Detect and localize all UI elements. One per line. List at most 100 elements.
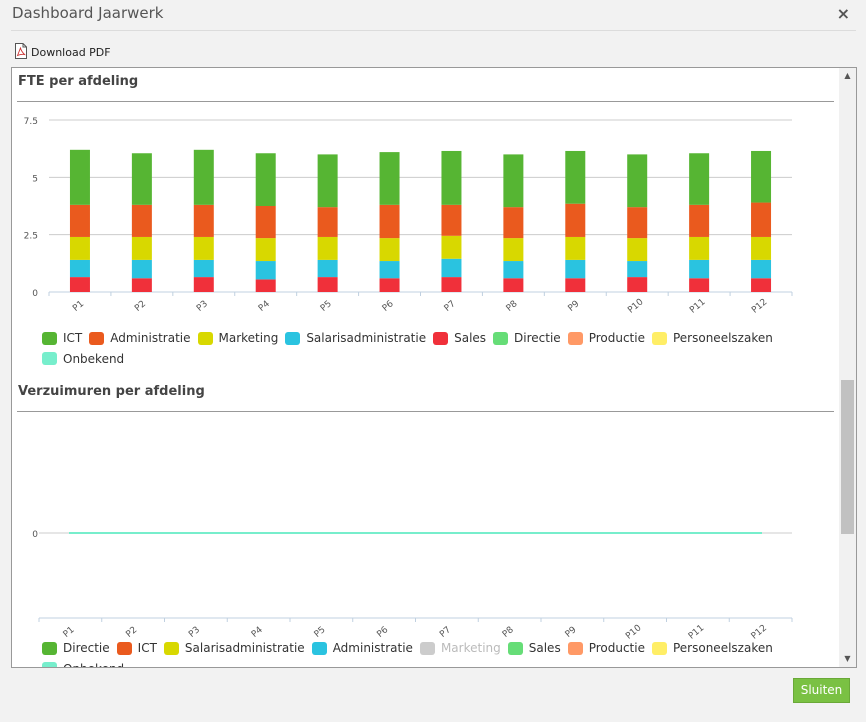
close-icon[interactable]: × [836, 4, 850, 23]
bar-segment-administratie[interactable] [193, 204, 214, 237]
legend-swatch [433, 331, 449, 345]
legend-item-directie[interactable]: Directie [42, 639, 110, 657]
bar-segment-ict[interactable] [193, 149, 214, 205]
bar-segment-ict[interactable] [441, 150, 462, 205]
bar-segment-administratie[interactable] [689, 204, 710, 237]
bar-segment-administratie[interactable] [627, 207, 648, 239]
download-pdf-link[interactable]: Download PDF [14, 43, 111, 62]
bar-segment-ict[interactable] [503, 154, 524, 208]
legend-label: ICT [63, 331, 83, 345]
bar-segment-salarisadministratie[interactable] [317, 259, 338, 278]
legend-item-marketing[interactable]: Marketing [419, 639, 501, 657]
bar-segment-ict[interactable] [317, 154, 338, 208]
legend-item-productie[interactable]: Productie [567, 639, 645, 657]
bar-segment-salarisadministratie[interactable] [193, 259, 214, 278]
bar-segment-marketing[interactable] [379, 238, 400, 262]
bar-segment-marketing[interactable] [627, 238, 648, 262]
bar-segment-sales[interactable] [627, 277, 648, 292]
bar-segment-administratie[interactable] [565, 203, 586, 237]
legend-item-personeelszaken[interactable]: Personeelszaken [651, 329, 773, 347]
scrollbar-thumb[interactable] [841, 380, 854, 534]
bar-segment-ict[interactable] [69, 149, 90, 205]
bar-segment-administratie[interactable] [69, 204, 90, 237]
close-button[interactable]: Sluiten [793, 678, 850, 703]
legend-item-sales[interactable]: Sales [433, 329, 486, 347]
bar-segment-salarisadministratie[interactable] [379, 261, 400, 279]
legend-item-onbekend[interactable]: Onbekend [42, 660, 124, 667]
legend-item-salarisadministratie[interactable]: Salarisadministratie [163, 639, 305, 657]
legend-swatch [163, 641, 179, 655]
bar-segment-ict[interactable] [565, 150, 586, 204]
bar-segment-salarisadministratie[interactable] [565, 259, 586, 279]
x-tick-label: P1 [62, 625, 77, 640]
bar-segment-administratie[interactable] [751, 202, 772, 237]
bar-segment-marketing[interactable] [751, 236, 772, 260]
x-tick-label: P1 [71, 299, 86, 314]
bar-segment-marketing[interactable] [193, 236, 214, 260]
bar-segment-sales[interactable] [751, 278, 772, 292]
bar-segment-sales[interactable] [69, 277, 90, 292]
legend-swatch [42, 331, 57, 345]
scrollbar[interactable]: ▲ ▼ [839, 68, 856, 667]
title-bar: Dashboard Jaarwerk × [0, 0, 866, 31]
bar-segment-salarisadministratie[interactable] [255, 261, 276, 280]
bar-segment-sales[interactable] [193, 277, 214, 292]
legend-swatch [493, 331, 509, 345]
legend-item-salarisadministratie[interactable]: Salarisadministratie [285, 329, 426, 347]
bar-segment-salarisadministratie[interactable] [627, 261, 648, 278]
bar-segment-marketing[interactable] [689, 236, 710, 260]
bar-segment-salarisadministratie[interactable] [69, 259, 90, 278]
bar-segment-ict[interactable] [627, 154, 648, 208]
scroll-down-arrow-icon[interactable]: ▼ [844, 654, 851, 663]
legend-item-onbekend[interactable]: Onbekend [42, 350, 124, 368]
bar-segment-salarisadministratie[interactable] [689, 259, 710, 279]
legend-item-administratie[interactable]: Administratie [89, 329, 191, 347]
legend-item-sales[interactable]: Sales [507, 639, 561, 657]
legend-item-directie[interactable]: Directie [493, 329, 561, 347]
bar-segment-administratie[interactable] [131, 204, 152, 237]
bar-segment-sales[interactable] [379, 278, 400, 292]
bar-segment-ict[interactable] [255, 153, 276, 206]
legend-item-ict[interactable]: ICT [42, 329, 82, 347]
legend-item-productie[interactable]: Productie [567, 329, 645, 347]
bar-segment-sales[interactable] [131, 278, 152, 292]
x-tick-label: P9 [564, 625, 579, 640]
legend-item-personeelszaken[interactable]: Personeelszaken [651, 639, 773, 657]
bar-segment-administratie[interactable] [317, 207, 338, 237]
bar-segment-administratie[interactable] [441, 204, 462, 236]
bar-segment-salarisadministratie[interactable] [441, 258, 462, 278]
legend-swatch [285, 331, 301, 345]
bar-segment-administratie[interactable] [255, 206, 276, 239]
bar-segment-salarisadministratie[interactable] [751, 259, 772, 279]
bar-segment-sales[interactable] [317, 277, 338, 292]
dashboard-panel[interactable]: FTE per afdeling 0 2.5 5 7.5 P1 P2 P3 P4 P5 P6 P7 P… [11, 67, 857, 668]
bar-segment-sales[interactable] [565, 278, 586, 292]
scroll-up-arrow-icon[interactable]: ▲ [844, 71, 851, 80]
download-pdf-label: Download PDF [31, 46, 111, 59]
bar-segment-marketing[interactable] [503, 238, 524, 262]
bar-segment-marketing[interactable] [565, 236, 586, 260]
bar-segment-ict[interactable] [751, 150, 772, 203]
bar-segment-marketing[interactable] [131, 236, 152, 260]
bar-segment-administratie[interactable] [379, 204, 400, 239]
bar-segment-ict[interactable] [689, 153, 710, 205]
legend-label: Onbekend [63, 351, 125, 366]
bar-segment-salarisadministratie[interactable] [131, 259, 152, 279]
bar-segment-ict[interactable] [379, 152, 400, 205]
legend-item-marketing[interactable]: Marketing [197, 329, 278, 347]
bar-segment-sales[interactable] [503, 278, 524, 292]
bar-segment-marketing[interactable] [317, 236, 338, 260]
bar-segment-marketing[interactable] [441, 235, 462, 259]
bar-segment-administratie[interactable] [503, 207, 524, 239]
bar-segment-sales[interactable] [255, 279, 276, 292]
legend-item-ict[interactable]: ICT [116, 639, 157, 657]
bar-segment-salarisadministratie[interactable] [503, 261, 524, 279]
bar-segment-sales[interactable] [689, 278, 710, 292]
pdf-icon [14, 43, 28, 62]
legend-item-administratie[interactable]: Administratie [311, 639, 413, 657]
bar-segment-sales[interactable] [441, 277, 462, 292]
legend-swatch [567, 641, 583, 655]
bar-segment-ict[interactable] [131, 153, 152, 205]
bar-segment-marketing[interactable] [255, 238, 276, 262]
bar-segment-marketing[interactable] [69, 236, 90, 260]
